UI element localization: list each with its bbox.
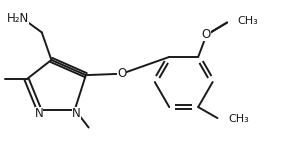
Text: CH₃: CH₃ bbox=[228, 114, 249, 124]
Text: N: N bbox=[35, 107, 43, 120]
Text: O: O bbox=[202, 28, 211, 41]
Text: H₂N: H₂N bbox=[7, 12, 29, 25]
Text: CH₃: CH₃ bbox=[238, 16, 258, 26]
Text: O: O bbox=[117, 67, 126, 80]
Text: N: N bbox=[72, 107, 81, 120]
